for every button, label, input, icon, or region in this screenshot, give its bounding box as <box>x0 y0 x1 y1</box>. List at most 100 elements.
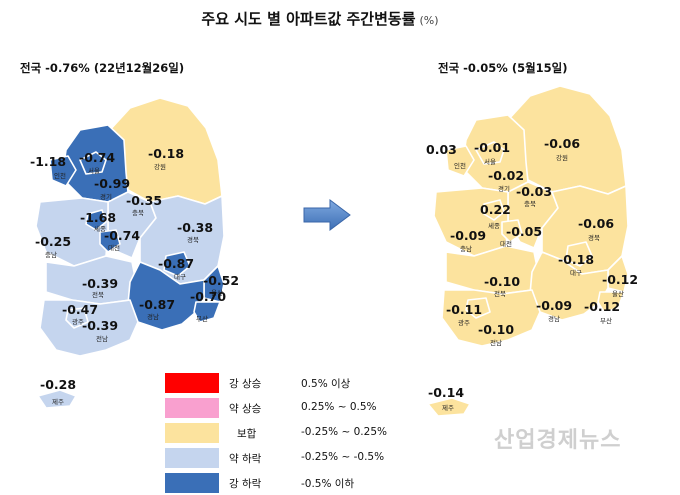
value-label-daegu: -0.87 <box>158 256 194 271</box>
name-label-chungnam: 충남 <box>45 250 57 259</box>
value-label-gangwon: -0.18 <box>148 146 184 161</box>
value-label-chungbuk: -0.35 <box>126 193 162 208</box>
value-label-chungnam: -0.09 <box>450 228 486 243</box>
value-label-jeonbuk: -0.39 <box>82 276 118 291</box>
legend-range: -0.5% 이하 <box>301 478 355 490</box>
value-label-jeonnam: -0.39 <box>82 318 118 333</box>
value-label-gwangju: -0.47 <box>62 302 98 317</box>
value-label-gyeongbuk: -0.06 <box>578 216 614 231</box>
right-arrow-icon <box>302 198 352 236</box>
legend-range: 0.5% 이상 <box>301 378 351 390</box>
value-label-daejeon: -0.05 <box>506 224 542 239</box>
region-gwangju <box>465 297 491 319</box>
watermark: 산업경제뉴스 <box>494 428 622 453</box>
value-label-busan: -0.12 <box>584 299 620 314</box>
value-label-daejeon: -0.74 <box>104 228 140 243</box>
name-label-sejong: 세종 <box>488 221 500 230</box>
name-label-daejeon: 대전 <box>500 239 512 248</box>
legend-range: -0.25% ~ -0.5% <box>301 451 385 463</box>
value-label-ulsan: -0.12 <box>602 272 638 287</box>
name-label-gwangju: 광주 <box>458 319 470 327</box>
name-label-jeonnam: 전남 <box>490 338 502 347</box>
name-label-busan: 부산 <box>196 314 208 323</box>
name-label-ulsan: 울산 <box>612 289 624 298</box>
left-map-heading: 전국 -0.76% (22년12월26일) <box>20 61 185 75</box>
name-label-busan: 부산 <box>600 316 612 325</box>
right-map-heading: 전국 -0.05% (5월15일) <box>438 61 568 75</box>
legend-label: 강 하락 <box>229 478 262 490</box>
region-jeonnam <box>39 299 139 357</box>
chart-title: 주요 시도 별 아파트값 주간변동률 (%) <box>0 8 640 29</box>
value-label-gwangju: -0.11 <box>446 302 482 317</box>
legend-swatch <box>165 473 219 493</box>
value-label-chungnam: -0.25 <box>35 234 71 249</box>
value-label-busan: -0.70 <box>190 289 226 304</box>
value-label-chungbuk: -0.03 <box>516 184 552 199</box>
value-label-gyeongnam: -0.87 <box>139 297 175 312</box>
region-sejong <box>483 199 505 221</box>
legend-swatch <box>165 398 219 418</box>
value-label-jeonnam: -0.10 <box>478 322 514 337</box>
name-label-gyeongbuk: 경북 <box>187 235 199 244</box>
region-jeju <box>37 389 77 409</box>
name-label-incheon: 인천 <box>454 161 466 170</box>
name-label-gyeonggi: 경기 <box>498 184 510 193</box>
region-incheon <box>49 155 77 187</box>
value-label-jeju: -0.14 <box>428 385 464 400</box>
name-label-gyeonggi: 경기 <box>100 192 112 201</box>
name-label-chungnam: 충남 <box>460 244 472 253</box>
name-label-gwangju: 광주 <box>72 318 84 326</box>
region-daejeon <box>501 219 523 243</box>
region-daegu <box>565 241 593 267</box>
region-seoul <box>79 151 107 175</box>
name-label-seoul: 서울 <box>88 166 100 175</box>
region-daejeon <box>99 229 121 253</box>
title-unit: (%) <box>419 14 439 27</box>
left-map: -1.18 인천 -0.74 서울 -0.99 경기 -0.18 강원 -0.3… <box>30 97 239 409</box>
value-label-jeju: -0.28 <box>40 377 76 392</box>
region-sejong <box>85 209 107 231</box>
legend-range: -0.25% ~ 0.25% <box>301 426 387 438</box>
value-label-gyeongnam: -0.09 <box>536 298 572 313</box>
value-label-incheon: 0.03 <box>426 142 457 157</box>
value-label-seoul: -0.74 <box>79 150 115 165</box>
legend-swatch <box>165 448 219 468</box>
value-label-gyeonggi: -0.99 <box>94 176 130 191</box>
legend-item-strong-rise: 강 상승 0.5% 이상 <box>165 373 415 393</box>
name-label-gyeongnam: 경남 <box>548 314 560 323</box>
legend-swatch <box>165 423 219 443</box>
name-label-daejeon: 대전 <box>108 243 120 252</box>
legend-label: 약 상승 <box>229 403 262 415</box>
region-daegu <box>163 251 191 277</box>
region-busan <box>193 301 221 323</box>
legend-swatch <box>165 373 219 393</box>
value-label-sejong: -1.68 <box>80 210 116 225</box>
value-label-gangwon: -0.06 <box>544 136 580 151</box>
legend-range: 0.25% ~ 0.5% <box>301 401 377 413</box>
right-labels: 0.03 인천 -0.01 서울 -0.02 경기 -0.06 강원 -0.03… <box>426 136 638 412</box>
legend-item-flat: 보합 -0.25% ~ 0.25% <box>165 423 415 443</box>
value-label-daegu: -0.18 <box>558 252 594 267</box>
title-text: 주요 시도 별 아파트값 주간변동률 <box>201 10 416 28</box>
name-label-daegu: 대구 <box>174 273 186 281</box>
region-gwangju <box>65 307 89 329</box>
value-label-gyeonggi: -0.02 <box>488 168 524 183</box>
value-label-ulsan: -0.52 <box>203 273 239 288</box>
name-label-chungbuk: 충북 <box>132 208 144 217</box>
legend-label: 강 상승 <box>229 378 262 390</box>
value-label-gyeongbuk: -0.38 <box>177 220 213 235</box>
name-label-gangwon: 강원 <box>154 162 166 171</box>
region-busan <box>597 291 625 313</box>
legend-item-weak-rise: 약 상승 0.25% ~ 0.5% <box>165 398 415 418</box>
value-label-seoul: -0.01 <box>474 140 510 155</box>
left-labels: -1.18 인천 -0.74 서울 -0.99 경기 -0.18 강원 -0.3… <box>30 146 239 406</box>
name-label-gyeongnam: 경남 <box>147 312 159 321</box>
name-label-jeju: 제주 <box>52 398 64 406</box>
value-label-sejong: 0.22 <box>480 202 511 217</box>
region-incheon <box>445 145 475 177</box>
name-label-ulsan: 울산 <box>211 288 223 297</box>
name-label-seoul: 서울 <box>484 157 496 166</box>
name-label-jeju: 제주 <box>442 404 454 412</box>
value-label-incheon: -1.18 <box>30 154 66 169</box>
